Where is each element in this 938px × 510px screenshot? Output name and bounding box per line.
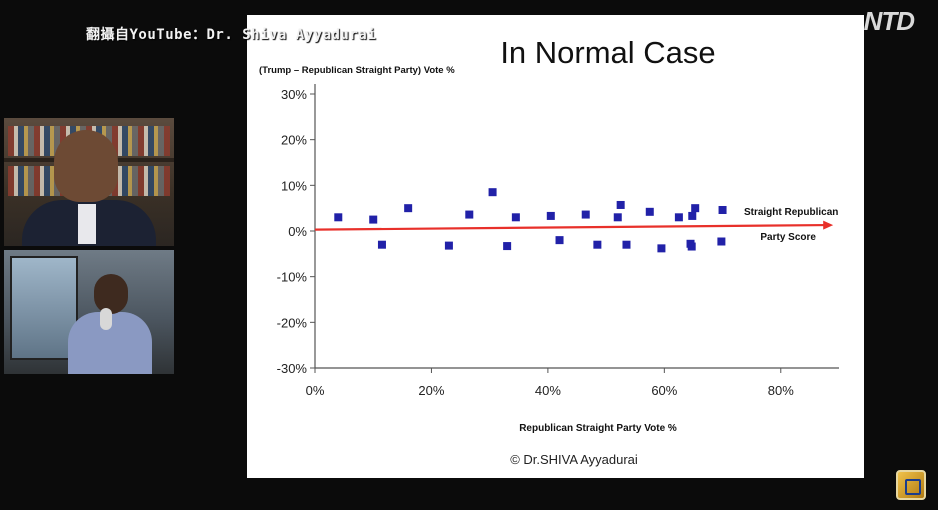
window-view [10,256,78,360]
data-point [688,211,697,220]
x-tick-label: 40% [535,383,561,398]
y-tick-label: 30% [281,87,307,102]
y-tick-label: 10% [281,178,307,193]
trend-line-label-line1: Straight Republican [744,207,838,218]
data-point [687,242,696,251]
y-tick-label: 0% [288,224,307,239]
channel-bug-icon [896,470,926,500]
data-point [546,211,555,220]
data-point [465,210,474,219]
x-tick-label: 0% [306,383,325,398]
y-tick-label: -30% [277,361,308,376]
data-point [511,213,520,222]
y-axis-label: (Trump – Republican Straight Party) Vote… [259,65,455,76]
x-tick-label: 20% [418,383,444,398]
x-axis-label: Republican Straight Party Vote % [519,423,677,434]
speaker-shirt [78,204,96,244]
data-point [613,213,622,222]
source-caption: 翻攝自YouTube：Dr. Shiva Ayyadurai [86,27,377,43]
microphone-icon [100,308,112,330]
y-tick-label: -20% [277,315,308,330]
data-point [581,210,590,219]
ntd-logo: NTD [863,6,915,36]
data-point [657,244,666,253]
y-tick-label: 20% [281,133,307,148]
speaker-video-tile [4,118,174,246]
y-axis-ticks: 30% 20% 10% 0% -10% -20% -30% [277,87,315,376]
data-point [674,213,683,222]
data-point [622,240,631,249]
guest-head [94,274,128,314]
data-point [377,240,386,249]
scatter-chart: In Normal Case (Trump – Republican Strai… [259,35,839,467]
speaker-head [54,130,118,202]
data-point [404,204,413,213]
data-point [555,236,564,245]
data-point [717,237,726,246]
x-tick-label: 60% [651,383,677,398]
data-points [334,188,727,253]
data-point [488,188,497,197]
data-point [503,242,512,251]
data-point [691,204,700,213]
trend-line-arrowhead [823,220,834,230]
x-axis-ticks: 0% 20% 40% 60% 80% [306,368,794,398]
data-point [616,200,625,209]
y-tick-label: -10% [277,270,308,285]
data-point [718,205,727,214]
trend-line-label-line2: Party Score [760,232,816,243]
copyright-text: © Dr.SHIVA Ayyadurai [510,452,638,467]
data-point [593,240,602,249]
trend-line [314,223,828,231]
data-point [334,213,343,222]
trend-line-group [314,220,834,231]
x-tick-label: 80% [768,383,794,398]
guest-video-tile [4,250,174,374]
presentation-slide: In Normal Case (Trump – Republican Strai… [247,15,864,478]
data-point [444,241,453,250]
data-point [369,215,378,224]
data-point [645,207,654,216]
chart-title: In Normal Case [500,35,715,70]
